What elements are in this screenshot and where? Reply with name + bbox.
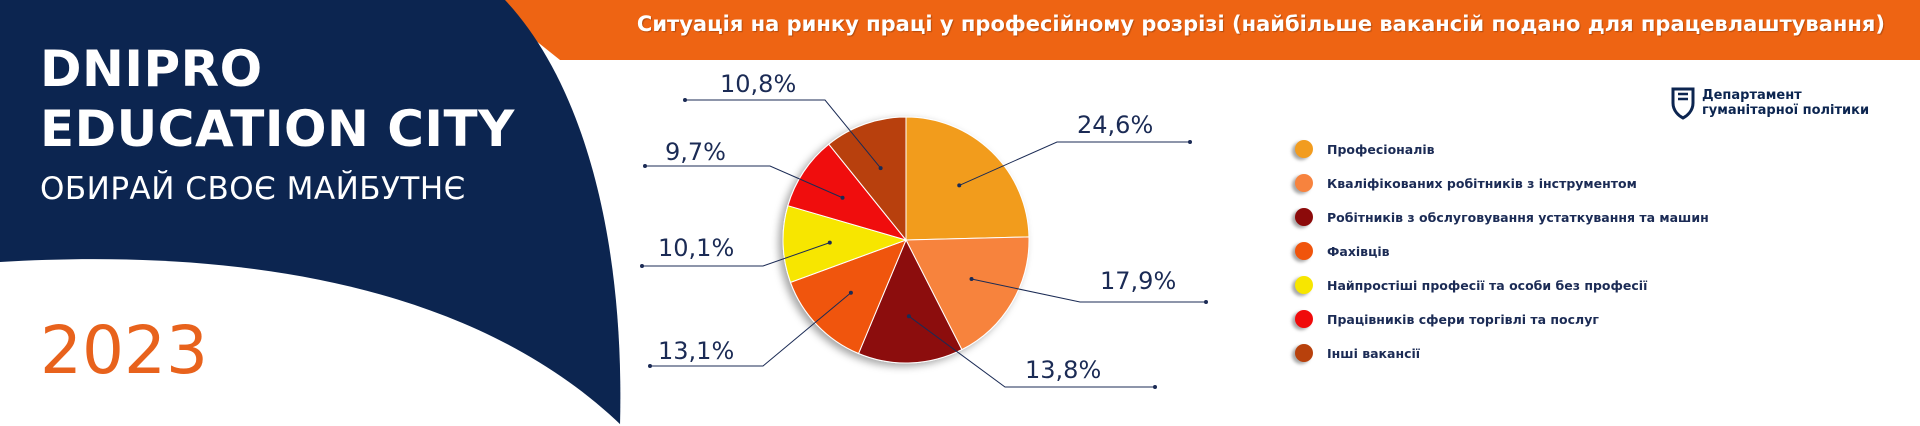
legend-item-other: Інші вакансії <box>1295 336 1709 370</box>
data-label-specialists: 13,1% <box>658 337 734 365</box>
callout-line <box>971 278 1206 303</box>
callout-dot <box>906 314 911 319</box>
data-label-elementary: 10,1% <box>658 234 734 262</box>
legend-item-trade-services: Працівників сфери торгівлі та послуг <box>1295 302 1709 336</box>
callout-dot <box>827 240 832 245</box>
brand-title-line2: EDUCATION CITY <box>40 100 515 158</box>
callout-dot <box>878 166 883 171</box>
callout-dot <box>1204 300 1208 304</box>
data-label-professionals: 24,6% <box>1077 111 1153 139</box>
legend-swatch <box>1295 276 1313 294</box>
department-name-line1: Департамент <box>1702 88 1802 103</box>
brand-tagline: ОБИРАЙ СВОЄ МАЙБУТНЄ <box>40 171 466 207</box>
pie-slice-professionals <box>905 116 1030 241</box>
legend-label: Кваліфікованих робітників з інструментом <box>1327 175 1637 191</box>
callout-dot <box>640 264 644 268</box>
pie-slice-specialists <box>789 239 907 355</box>
legend-item-professionals: Професіоналів <box>1295 132 1709 166</box>
pie-slice-elementary <box>782 205 908 284</box>
callout-dot <box>969 277 974 282</box>
year-label: 2023 <box>40 312 208 389</box>
pie-slice-other <box>828 116 907 242</box>
callout-dot <box>1188 140 1192 144</box>
legend-item-skilled-workers: Кваліфікованих робітників з інструментом <box>1295 166 1709 200</box>
callout-dot <box>957 183 962 188</box>
data-label-skilled-workers: 17,9% <box>1100 267 1176 295</box>
legend-swatch <box>1295 344 1313 362</box>
white-wave <box>0 259 622 426</box>
callout-line <box>642 242 830 267</box>
callout-dot <box>1153 385 1157 389</box>
legend-item-machine-operators: Робітників з обслуговування устаткування… <box>1295 200 1709 234</box>
chart-title: Ситуація на ринку праці у професійному р… <box>636 12 1885 36</box>
legend-label: Найпростіші професії та особи без профес… <box>1327 277 1648 293</box>
pie-slice-skilled-workers <box>905 236 1030 351</box>
legend-swatch <box>1295 174 1313 192</box>
pie-slice-trade-services <box>787 143 908 241</box>
callout-line <box>908 315 1155 388</box>
pie-slice-machine-operators <box>857 238 963 364</box>
legend-label: Інші вакансії <box>1327 345 1421 361</box>
callout-line <box>685 99 882 169</box>
callout-dot <box>643 164 647 168</box>
data-label-machine-operators: 13,8% <box>1025 356 1101 384</box>
data-label-other: 10,8% <box>720 70 796 98</box>
callout-dot <box>848 290 853 295</box>
department-logo: Департамент гуманітарної політики <box>1670 86 1869 120</box>
callout-dot <box>683 98 687 102</box>
shield-icon <box>1671 87 1695 120</box>
legend-label: Робітників з обслуговування устаткування… <box>1327 209 1709 225</box>
legend-swatch <box>1295 310 1313 328</box>
legend-item-elementary: Найпростіші професії та особи без профес… <box>1295 268 1709 302</box>
callout-dot <box>840 195 845 200</box>
data-label-trade-services: 9,7% <box>665 138 726 166</box>
legend-swatch <box>1295 140 1313 158</box>
callout-line <box>645 165 843 199</box>
legend-label: Працівників сфери торгівлі та послуг <box>1327 311 1599 327</box>
legend-label: Фахівців <box>1327 243 1390 259</box>
callout-line <box>650 292 852 367</box>
legend-swatch <box>1295 208 1313 226</box>
callout-line <box>959 141 1190 186</box>
chart-legend: Професіоналів Кваліфікованих робітників … <box>1295 132 1709 370</box>
legend-label: Професіоналів <box>1327 141 1435 157</box>
orange-banner <box>485 0 1920 60</box>
legend-swatch <box>1295 242 1313 260</box>
department-name-line2: гуманітарної політики <box>1702 103 1870 118</box>
brand-title-line1: DNIPRO <box>40 40 263 98</box>
callout-dot <box>648 364 652 368</box>
legend-item-specialists: Фахівців <box>1295 234 1709 268</box>
